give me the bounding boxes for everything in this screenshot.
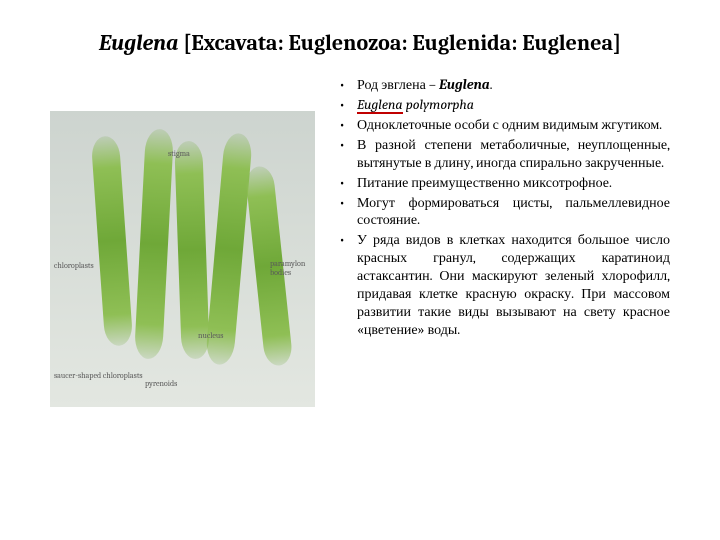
title-genus: Euglena bbox=[99, 30, 179, 56]
bullet-text-span: . bbox=[490, 76, 493, 93]
bullet-item: Род эвглена – Euglena. bbox=[335, 76, 670, 94]
bullet-text-span: Род эвглена – bbox=[357, 76, 439, 93]
bullet-text-span: polymorpha bbox=[406, 96, 474, 113]
micrograph-label: paramylon bodies bbox=[270, 259, 315, 277]
bullet-item: В разной степени метаболичные, неуплощен… bbox=[335, 136, 670, 172]
bullet-text-span: Могут формироваться цисты, пальмеллевидн… bbox=[357, 194, 670, 229]
bullet-text-span: У ряда видов в клетках находится большое… bbox=[357, 231, 670, 338]
micrograph-label: stigma bbox=[168, 149, 190, 158]
bullet-text-span: Euglena bbox=[439, 76, 490, 93]
image-column: stigma chloroplasts paramylon bodies nucleu… bbox=[50, 76, 315, 407]
micrograph-label: pyrenoids bbox=[145, 379, 177, 388]
micrograph-label: saucer-shaped chloroplasts bbox=[54, 371, 143, 380]
euglena-cell bbox=[134, 128, 174, 359]
slide-root: Euglena [Excavata: Euglenozoa: Euglenida… bbox=[0, 0, 720, 540]
bullet-text-span: Питание преимущественно миксотрофное. bbox=[357, 174, 612, 191]
bullet-item: Одноклеточные особи с одним видимым жгут… bbox=[335, 116, 670, 134]
bullet-item: У ряда видов в клетках находится большое… bbox=[335, 231, 670, 338]
bullet-text-span: В разной степени метаболичные, неуплощен… bbox=[357, 136, 670, 171]
content-row: stigma chloroplasts paramylon bodies nucleu… bbox=[50, 76, 670, 407]
micrograph-label: nucleus bbox=[198, 331, 223, 340]
bullet-item: Питание преимущественно миксотрофное. bbox=[335, 174, 670, 192]
micrograph-label: chloroplasts bbox=[54, 261, 94, 270]
bullet-text-span: Одноклеточные особи с одним видимым жгут… bbox=[357, 116, 662, 133]
bullet-list: Род эвглена – Euglena.Euglena polymorpha… bbox=[335, 76, 670, 339]
bullet-text-span: Euglena bbox=[357, 98, 403, 114]
euglena-cell bbox=[91, 135, 134, 346]
bullet-item: Euglena polymorpha bbox=[335, 96, 670, 114]
slide-title: Euglena [Excavata: Euglenozoa: Euglenida… bbox=[50, 30, 670, 56]
title-taxonomy: [Excavata: Euglenozoa: Euglenida: Euglen… bbox=[178, 30, 621, 56]
euglena-micrograph: stigma chloroplasts paramylon bodies nucleu… bbox=[50, 111, 315, 407]
text-column: Род эвглена – Euglena.Euglena polymorpha… bbox=[335, 76, 670, 407]
euglena-cell bbox=[174, 141, 210, 360]
bullet-item: Могут формироваться цисты, пальмеллевидн… bbox=[335, 194, 670, 230]
